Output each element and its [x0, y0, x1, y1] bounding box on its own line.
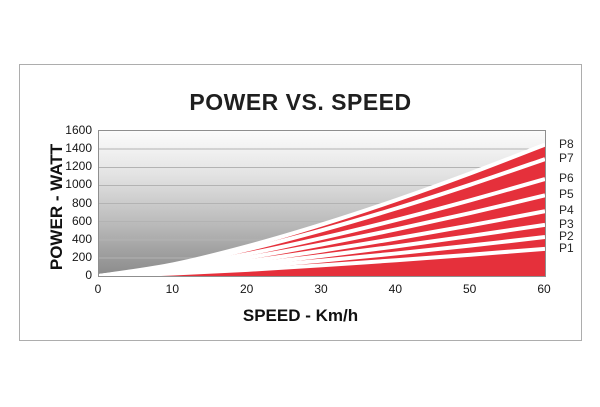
x-tick-label: 40 [388, 282, 403, 296]
series-label-P4: P4 [559, 203, 574, 218]
power-vs-speed-chart [99, 142, 545, 276]
x-axis-title: SPEED - Km/h [242, 306, 359, 325]
series-label-P6: P6 [559, 171, 574, 186]
y-tick-label: 0 [85, 268, 92, 282]
plot-area [98, 130, 546, 277]
series-label-P8: P8 [559, 136, 574, 151]
x-tick-label: 10 [165, 282, 180, 296]
y-tick-label: 200 [71, 249, 92, 264]
x-tick-label: 20 [239, 282, 254, 296]
series-label-P5: P5 [559, 187, 574, 202]
y-tick-label: 400 [71, 231, 92, 246]
series-line-P1 [99, 246, 545, 276]
y-tick-label: 600 [71, 213, 92, 228]
y-tick-label: 1400 [65, 141, 92, 156]
x-tick-label: 30 [314, 282, 328, 296]
x-tick-label: 60 [537, 282, 551, 296]
y-tick-label: 1000 [65, 177, 92, 192]
series-label-P1: P1 [559, 240, 574, 255]
figure-frame: POWER VS. SPEED POWER - WATT 0 200 400 600 8… [19, 64, 582, 341]
y-tick-label: 800 [71, 195, 92, 210]
series-label-P3: P3 [559, 216, 574, 231]
x-tick-label: 50 [462, 282, 477, 296]
series-label-P7: P7 [559, 151, 574, 166]
y-tick-label: 1200 [65, 159, 92, 174]
x-tick-label: 0 [94, 282, 102, 296]
y-tick-label: 1600 [65, 123, 92, 137]
series-area-P1 [99, 248, 545, 276]
chart-title: POWER VS. SPEED [189, 89, 412, 115]
series-label-P2: P2 [559, 229, 574, 244]
